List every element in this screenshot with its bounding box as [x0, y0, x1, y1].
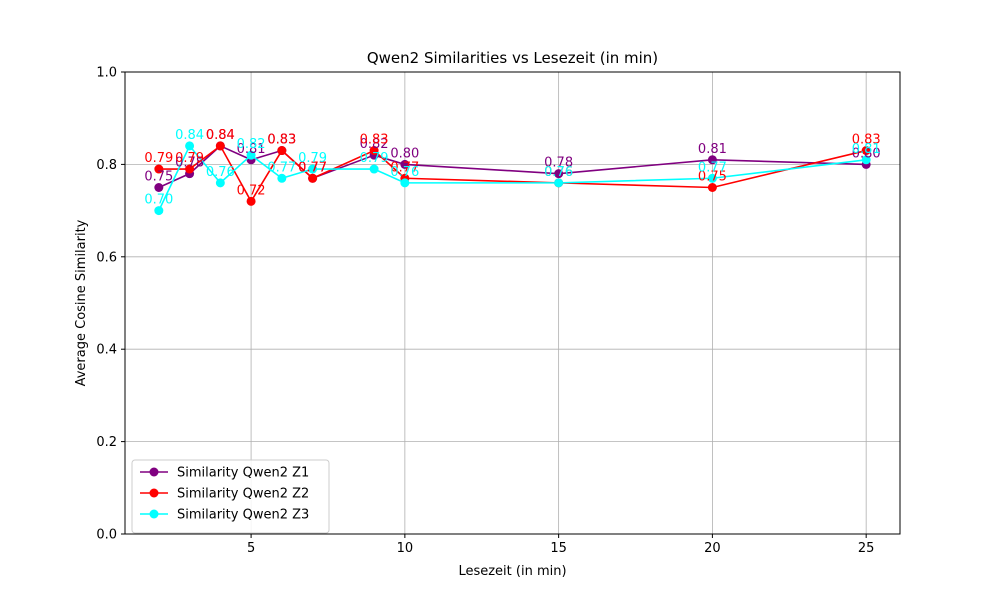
- data-point: [154, 164, 164, 174]
- data-point: [707, 155, 717, 165]
- data-labels-layer: 0.750.780.840.810.830.770.820.800.780.81…: [144, 128, 880, 208]
- chart-title: Qwen2 Similarities vs Lesezeit (in min): [367, 49, 658, 67]
- data-label: 0.77: [298, 160, 327, 175]
- legend-label: Similarity Qwen2 Z2: [177, 487, 309, 502]
- data-point: [861, 155, 871, 165]
- series-3: [154, 141, 871, 216]
- y-axis-label: Average Cosine Similarity: [74, 219, 89, 386]
- data-label: 0.77: [698, 160, 727, 175]
- legend-marker: [149, 509, 159, 519]
- data-point: [308, 173, 318, 183]
- ticks-layer: 5 10 15 20 25 0.0 0.2 0.4 0.6 0.8 1.0: [96, 66, 874, 557]
- data-label: 0.82: [237, 137, 266, 152]
- data-point: [215, 141, 225, 151]
- data-point: [707, 183, 717, 192]
- data-point: [277, 173, 287, 183]
- data-point: [861, 146, 871, 156]
- legend-marker: [149, 488, 159, 498]
- x-tick-label: 25: [858, 541, 875, 556]
- data-point: [308, 164, 318, 174]
- data-label: 0.79: [298, 151, 327, 166]
- data-label: 0.83: [360, 133, 389, 148]
- data-point: [554, 169, 564, 179]
- data-point: [277, 146, 287, 156]
- data-point: [554, 178, 564, 188]
- x-tick-label: 20: [704, 541, 721, 556]
- data-label: 0.83: [852, 133, 881, 148]
- data-label: 0.78: [544, 156, 573, 171]
- data-point: [369, 164, 379, 174]
- data-label: 0.76: [390, 165, 419, 180]
- data-label: 0.75: [698, 170, 727, 185]
- data-label: 0.80: [852, 146, 881, 161]
- y-tick-label: 0.6: [96, 250, 117, 265]
- data-label: 0.84: [175, 128, 204, 143]
- legend-label: Similarity Qwen2 Z1: [177, 466, 309, 481]
- data-point: [246, 196, 256, 206]
- series-layer: [154, 141, 871, 216]
- data-label: 0.70: [144, 193, 173, 208]
- data-point: [369, 146, 379, 156]
- data-point: [400, 159, 410, 169]
- data-point: [154, 206, 164, 216]
- data-label: 0.81: [698, 142, 727, 157]
- y-tick-label: 0.4: [96, 343, 117, 358]
- data-point: [400, 178, 410, 188]
- legend-box: [131, 459, 330, 534]
- legend-item: Similarity Qwen2 Z1: [140, 466, 309, 481]
- data-label: 0.81: [237, 142, 266, 157]
- data-label: 0.80: [390, 146, 419, 161]
- data-label: 0.83: [267, 133, 296, 148]
- y-tick-label: 0.8: [96, 158, 117, 173]
- data-label: 0.79: [175, 151, 204, 166]
- data-label: 0.77: [298, 160, 327, 175]
- data-point: [185, 164, 195, 174]
- data-label: 0.79: [144, 151, 173, 166]
- data-label: 0.77: [267, 160, 296, 175]
- legend: Similarity Qwen2 Z1 Similarity Qwen2 Z2 Si…: [131, 459, 330, 534]
- data-label: 0.72: [237, 183, 266, 198]
- data-label: 0.78: [175, 156, 204, 171]
- data-label: 0.76: [206, 165, 235, 180]
- data-point: [215, 178, 225, 188]
- data-label: 0.82: [360, 137, 389, 152]
- y-tick-label: 1.0: [96, 66, 117, 81]
- legend-item: Similarity Qwen2 Z3: [140, 508, 309, 523]
- legend-item: Similarity Qwen2 Z2: [140, 487, 309, 502]
- x-tick-label: 15: [550, 541, 567, 556]
- legend-label: Similarity Qwen2 Z3: [177, 508, 309, 523]
- x-tick-label: 5: [247, 541, 255, 556]
- data-label: 0.84: [206, 128, 235, 143]
- data-point: [246, 150, 256, 160]
- y-tick-label: 0.0: [96, 528, 117, 543]
- data-label: 0.76: [544, 165, 573, 180]
- y-tick-label: 0.2: [96, 435, 117, 450]
- data-label: 0.76: [544, 165, 573, 180]
- data-label: 0.75: [144, 170, 173, 185]
- data-label: 0.77: [390, 160, 419, 175]
- data-label: 0.81: [852, 142, 881, 157]
- data-label: 0.83: [267, 133, 296, 148]
- data-point: [707, 173, 717, 183]
- x-tick-label: 10: [397, 541, 414, 556]
- data-label: 0.79: [360, 151, 389, 166]
- data-point: [154, 183, 164, 192]
- plot-frame: [124, 71, 901, 535]
- legend-marker: [149, 467, 159, 477]
- data-point: [185, 141, 195, 151]
- data-label: 0.84: [206, 128, 235, 143]
- x-axis-label: Lesezeit (in min): [458, 564, 566, 579]
